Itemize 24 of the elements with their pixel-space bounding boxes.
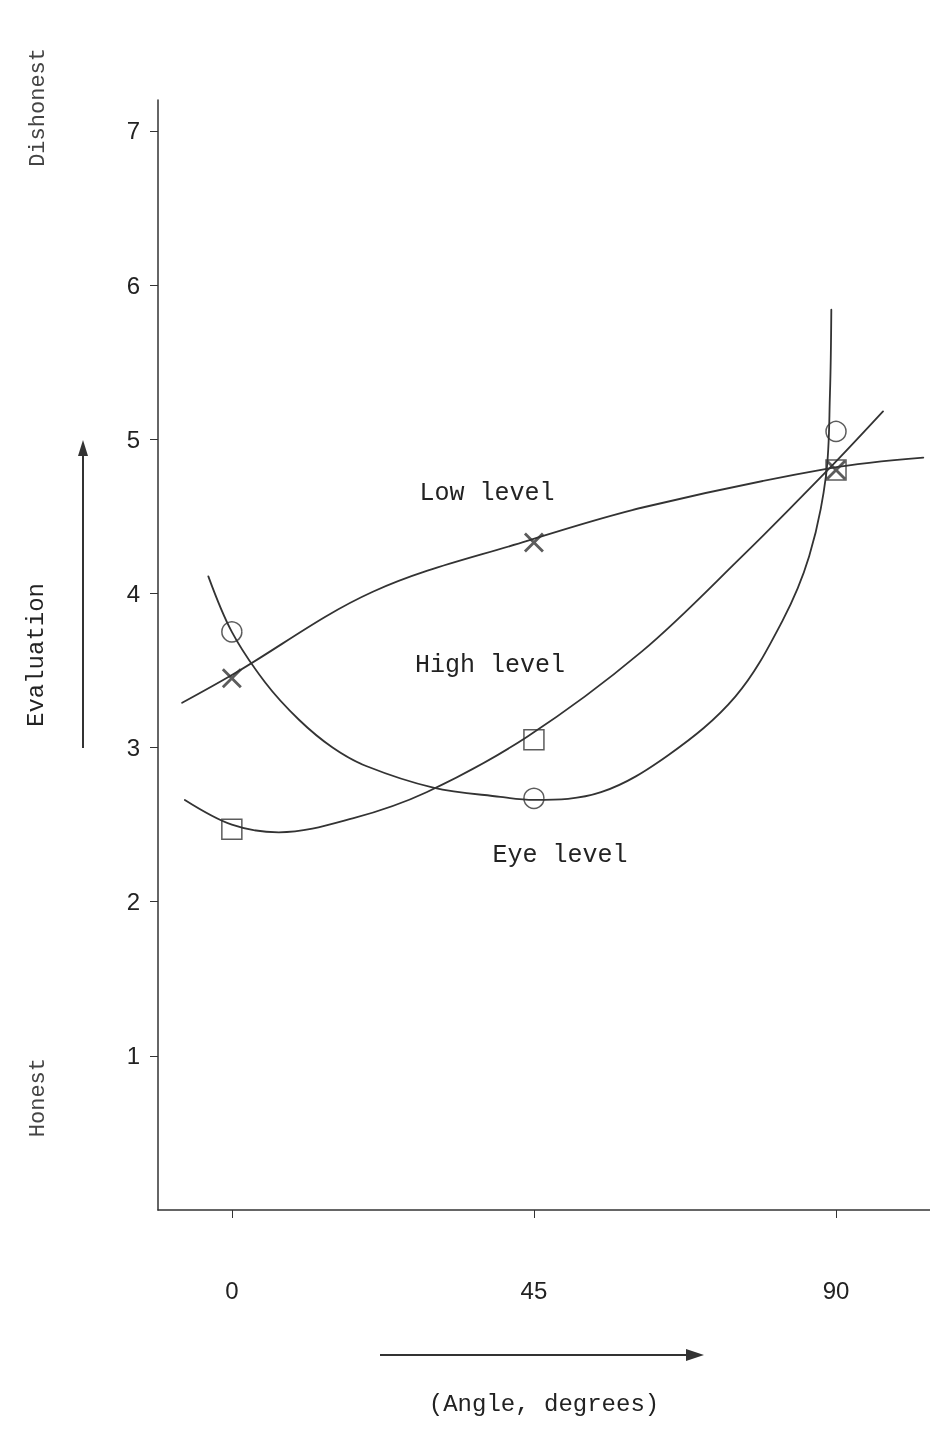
point xyxy=(523,729,545,751)
annotation: Low level xyxy=(419,478,555,508)
point xyxy=(221,668,242,689)
point xyxy=(221,818,243,840)
point xyxy=(523,532,544,553)
y-tick-label: 4 xyxy=(126,579,140,607)
y-tick-label: 7 xyxy=(126,117,140,145)
point xyxy=(523,787,545,810)
point xyxy=(825,420,847,443)
x-axis-title: (Angle, degrees) xyxy=(428,1390,660,1418)
annotation: High level xyxy=(414,650,566,680)
text: Honest xyxy=(25,1058,51,1138)
text: Dishonest xyxy=(25,48,51,167)
y-tick-label: 3 xyxy=(126,734,140,761)
y-tick-label: 6 xyxy=(126,271,140,299)
y-tick-label: 5 xyxy=(126,425,140,453)
x-tick-label: 45 xyxy=(520,1276,548,1304)
point xyxy=(221,621,243,643)
y-axis-title: Evaluation xyxy=(22,582,50,728)
annotation: Eye level xyxy=(492,840,628,870)
y-tick-label: 2 xyxy=(126,888,140,916)
y-tick-label: 1 xyxy=(126,1042,140,1070)
x-tick-label: 0 xyxy=(225,1276,239,1304)
x-tick-label: 90 xyxy=(822,1276,850,1304)
